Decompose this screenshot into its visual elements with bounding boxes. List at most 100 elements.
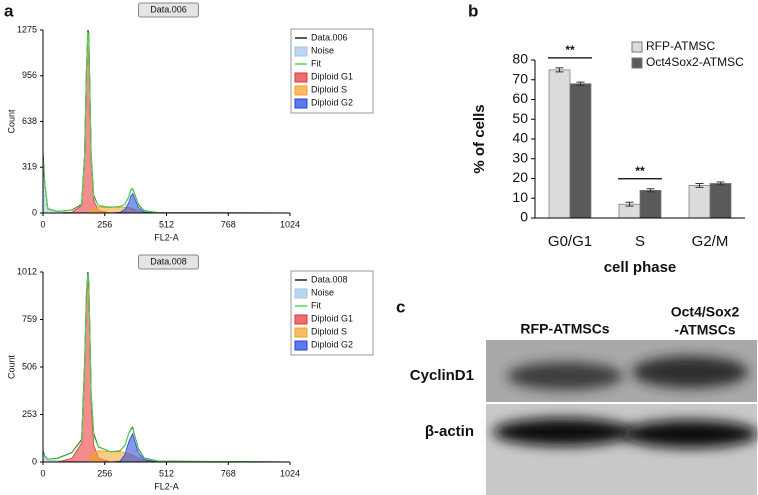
y-axis-label: Count (6, 355, 16, 380)
panel-label: c (396, 297, 405, 316)
x-tick-label: 1024 (280, 468, 300, 478)
x-tick-label: 1024 (280, 219, 300, 229)
y-tick-label: 20 (512, 169, 528, 185)
area-series (42, 155, 290, 214)
legend-label: Fit (311, 58, 321, 68)
legend-label: Noise (311, 45, 334, 55)
significance-label: ** (565, 43, 575, 57)
y-tick-label: 956 (22, 70, 37, 80)
blot-row: CyclinD1 (410, 367, 474, 384)
blot-band (507, 362, 623, 390)
x-tick-label: 0 (40, 219, 45, 229)
blot-column: RFP-ATMSCs (520, 321, 609, 337)
error-bar (716, 181, 725, 186)
chart-title: Data.006 (150, 4, 187, 14)
y-axis-label: Count (6, 109, 16, 134)
legend-swatch (294, 288, 308, 299)
bar (688, 185, 711, 219)
blot-band (632, 356, 748, 388)
bar (548, 69, 571, 219)
legend-label: Oct4Sox2-ATMSC (646, 55, 744, 69)
blot: RFP-ATMSCs Oct4/Sox2 -ATMSCs CyclinD1 β-… (410, 304, 758, 495)
y-tick-label: 0 (32, 456, 37, 466)
area-series (43, 33, 290, 214)
x-tick-label: G2/M (692, 233, 729, 250)
x-axis-label: FL2-A (154, 481, 179, 491)
line-series (42, 271, 291, 463)
y-tick-label: 40 (512, 130, 528, 146)
legend-label: Diploid G2 (311, 339, 353, 349)
y-tick-label: 0 (520, 209, 528, 225)
bar (569, 83, 592, 219)
legend-label: Diploid G1 (311, 313, 353, 323)
error-bar (555, 67, 564, 73)
legend-label: Diploid G2 (311, 97, 353, 107)
area-series (43, 277, 290, 463)
legend-swatch (294, 98, 308, 109)
y-tick-label: 10 (512, 189, 528, 205)
legend-label: Noise (311, 287, 334, 297)
blot-column: Oct4/Sox2 (671, 304, 740, 320)
error-bar (695, 182, 704, 188)
legend-swatch (631, 41, 643, 53)
y-tick-label: 1012 (17, 266, 37, 276)
line-series (42, 32, 291, 214)
legend-swatch (294, 46, 308, 57)
y-tick-label: 30 (512, 149, 528, 165)
y-tick-label: 0 (32, 207, 37, 217)
legend-swatch (294, 340, 308, 351)
x-tick-label: 0 (40, 468, 45, 478)
blot-column: -ATMSCs (674, 322, 735, 338)
legend-label: Fit (311, 300, 321, 310)
legend-label: Diploid S (311, 84, 347, 94)
x-axis-label: cell phase (604, 259, 677, 276)
significance-label: ** (635, 164, 645, 178)
x-tick-label: 256 (97, 468, 112, 478)
blot-band (493, 418, 633, 446)
y-tick-label: 50 (512, 110, 528, 126)
title-box (138, 2, 199, 18)
line-series (42, 274, 291, 463)
blot-band-area (486, 404, 757, 495)
x-tick-label: G0/G1 (548, 233, 592, 250)
x-tick-label: 512 (159, 468, 174, 478)
bar (709, 183, 732, 219)
y-tick-label: 253 (22, 409, 37, 419)
bar (639, 190, 662, 219)
x-tick-label: S (635, 233, 645, 250)
title-box (138, 254, 199, 270)
x-axis-label: FL2-A (154, 232, 179, 242)
legend-label: Diploid G1 (311, 71, 353, 81)
x-tick-label: 512 (159, 219, 174, 229)
legend-label: Diploid S (311, 326, 347, 336)
legend-swatch (294, 72, 308, 83)
error-bar (576, 81, 585, 86)
y-tick-label: 60 (512, 90, 528, 106)
y-tick-label: 70 (512, 70, 528, 86)
legend-swatch (631, 57, 643, 69)
legend-label: Data.006 (311, 32, 348, 42)
y-axis-label: % of cells (471, 104, 488, 173)
legend-label: RFP-ATMSC (646, 39, 715, 53)
line-series (42, 29, 291, 214)
error-bar (625, 201, 634, 207)
error-bar (646, 188, 655, 193)
legend-swatch (294, 327, 308, 338)
y-tick-label: 1275 (17, 24, 37, 34)
x-tick-label: 768 (221, 468, 236, 478)
x-tick-label: 256 (97, 219, 112, 229)
panel-label: b (468, 1, 478, 20)
y-tick-label: 506 (22, 361, 37, 371)
y-tick-label: 319 (22, 162, 37, 172)
legend-swatch (294, 314, 308, 325)
blot-row: β-actin (425, 423, 474, 440)
x-tick-label: 768 (221, 219, 236, 229)
y-tick-label: 80 (512, 51, 528, 67)
legend-swatch (294, 85, 308, 96)
y-tick-label: 759 (22, 314, 37, 324)
panel-label: a (4, 1, 14, 20)
blot-band (622, 420, 758, 448)
y-tick-label: 638 (22, 116, 37, 126)
chart-title: Data.008 (150, 256, 187, 266)
